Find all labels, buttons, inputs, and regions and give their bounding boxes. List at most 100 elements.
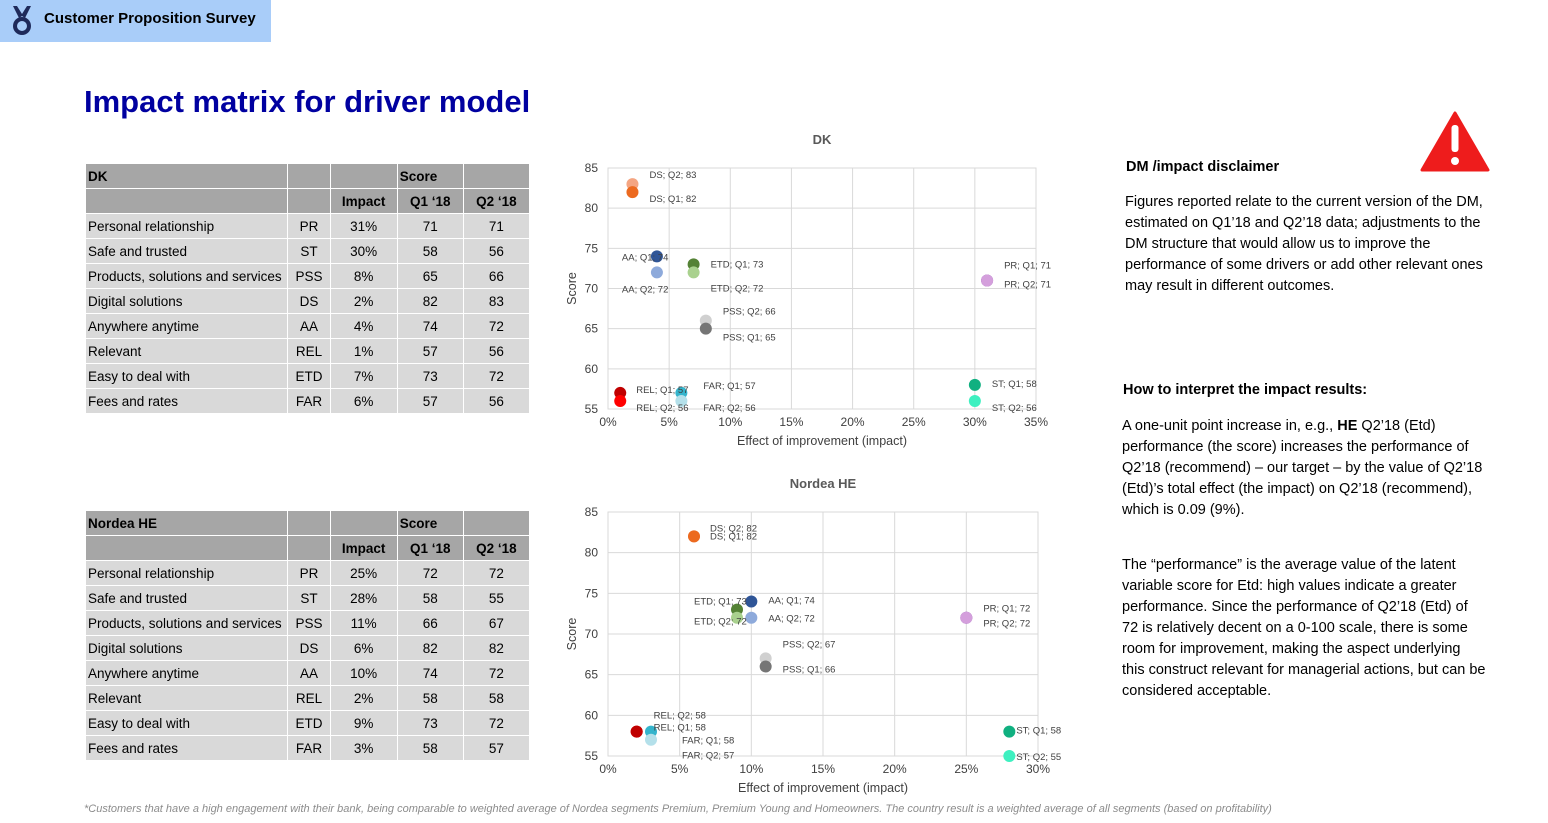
q1-score: 57 [396,388,464,414]
q2-score: 67 [462,610,531,636]
impact-value: 31% [329,213,398,239]
data-label: FAR; Q1; 58 [682,736,734,747]
driver-code: PSS [287,610,331,636]
dk-scatter-chart: DK 0% 5% 10% 15% 20% 25% 30% 35% 55 60 65 70 75 80 85 Ef… [565,132,1051,448]
q2-score: 56 [462,238,531,264]
table-row: Safe and trusted ST 28% 58 55 [84,585,531,611]
impact-value: 28% [329,585,398,611]
data-point [645,733,657,746]
impact-value: 30% [329,238,398,264]
table-row: Safe and trusted ST 30% 58 56 [84,238,531,264]
impact-value: 2% [329,685,398,711]
warning-icon [1420,111,1490,172]
chart-title: DK [813,132,832,147]
data-label: ST; Q2; 55 [1016,752,1061,763]
table-row: Personal relationship PR 31% 71 71 [84,213,531,239]
driver-code: ST [287,585,331,611]
driver-code: ST [287,238,331,264]
score-header: Score [396,163,464,189]
data-point [1003,725,1016,738]
nordea-he-score-table: Nordea HE Score Impact Q1 ‘18 Q2 ‘18 Per… [84,510,531,761]
q1-score: 73 [396,363,464,389]
driver-code: PR [287,213,331,239]
x-tick-label: 15% [811,762,835,776]
driver-code: REL [287,338,331,364]
q1-score: 73 [396,710,464,736]
q2-score: 56 [462,338,531,364]
page-title: Impact matrix for driver model [84,84,531,119]
driver-name: Relevant [84,685,289,711]
y-tick-label: 80 [585,546,599,560]
driver-name: Products, solutions and services [84,610,289,636]
impact-header: Impact [329,535,398,561]
x-tick-label: 0% [599,415,617,429]
table-row: Digital solutions DS 2% 82 83 [84,288,531,314]
q1-header: Q1 ‘18 [396,188,464,214]
data-label: PSS; Q1; 65 [723,333,776,344]
driver-code: PSS [287,263,331,289]
driver-code: ETD [287,710,331,736]
highlight-he: HE [1337,418,1358,434]
data-point [626,186,639,199]
table-name: DK [84,163,289,189]
x-axis-label: Effect of improvement (impact) [737,434,907,448]
data-label: DS; Q1; 82 [710,531,757,542]
driver-name: Digital solutions [84,288,289,314]
x-tick-label: 10% [718,415,742,429]
data-label: REL; Q2; 58 [654,711,706,722]
disclaimer-title: DM /impact disclaimer [1126,159,1280,175]
q2-score: 56 [462,388,531,414]
q2-score: 72 [462,660,531,686]
driver-name: Relevant [84,338,289,364]
y-tick-label: 75 [585,586,599,600]
table-row: Relevant REL 1% 57 56 [84,338,531,364]
y-tick-label: 70 [585,282,599,296]
q1-score: 58 [396,685,464,711]
impact-value: 1% [329,338,398,364]
driver-code: ETD [287,363,331,389]
table-row: Anywhere anytime AA 10% 74 72 [84,660,531,686]
impact-value: 11% [329,610,398,636]
data-label: REL; Q1; 58 [654,723,706,734]
data-label: DS; Q2; 82 [710,523,757,534]
q2-score: 66 [462,263,531,289]
data-label: AA; Q2; 72 [768,614,814,625]
driver-code: DS [287,288,331,314]
table-row: Personal relationship PR 25% 72 72 [84,560,531,586]
data-point [1003,750,1016,762]
q1-score: 58 [396,238,464,264]
q2-header: Q2 ‘18 [462,188,531,214]
driver-name: Fees and rates [84,388,289,414]
data-point [745,595,758,608]
table-row: Products, solutions and services PSS 8% 65 6… [84,263,531,289]
x-tick-label: 5% [671,762,689,776]
q2-score: 55 [462,585,531,611]
q1-score: 82 [396,288,464,314]
data-point [650,266,663,279]
driver-name: Anywhere anytime [84,313,289,339]
y-tick-label: 75 [585,241,599,255]
data-label: FAR; Q2; 56 [703,403,755,414]
x-axis-label: Effect of improvement (impact) [738,781,908,795]
q2-score: 83 [462,288,531,314]
table-row: Products, solutions and services PSS 11% 66… [84,610,531,636]
score-header: Score [396,510,464,536]
data-point [699,322,712,335]
y-tick-label: 85 [585,161,599,175]
data-label: ST; Q1; 58 [992,379,1037,390]
table-name: Nordea HE [84,510,289,536]
data-point [650,250,663,263]
q1-score: 72 [396,560,464,586]
x-tick-label: 25% [902,415,926,429]
data-point [675,394,688,407]
q2-score: 57 [462,735,531,761]
impact-value: 2% [329,288,398,314]
driver-name: Safe and trusted [84,585,289,611]
data-point [981,274,994,287]
data-label: FAR; Q2; 57 [682,751,734,762]
table-row: Anywhere anytime AA 4% 74 72 [84,313,531,339]
q1-score: 58 [396,585,464,611]
impact-value: 4% [329,313,398,339]
data-point [688,530,700,543]
y-axis-label: Score [565,272,579,305]
